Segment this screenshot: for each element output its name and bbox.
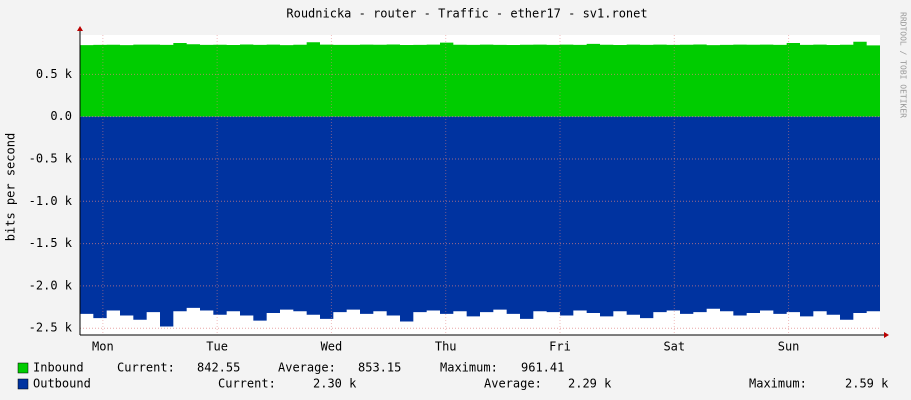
- legend-stat: 2.30 k: [313, 377, 357, 391]
- x-tick-label: Thu: [435, 340, 457, 354]
- legend-label: Outbound: [33, 377, 91, 391]
- legend-stat: Average:: [278, 361, 336, 375]
- x-tick-label: Tue: [206, 340, 228, 354]
- legend-stat: Current:: [218, 377, 276, 391]
- legend-label: Inbound: [33, 361, 84, 375]
- y-tick-label: -1.5 k: [29, 236, 73, 250]
- x-tick-label: Sat: [663, 340, 685, 354]
- legend-stat: Maximum:: [749, 377, 807, 391]
- legend-stat: Average:: [484, 377, 542, 391]
- y-tick-label: -2.0 k: [29, 278, 73, 292]
- y-tick-label: -1.0 k: [29, 194, 73, 208]
- legend-stat: 2.59 k: [845, 377, 889, 391]
- legend-stat: Maximum:: [440, 361, 498, 375]
- chart-title: Roudnicka - router - Traffic - ether17 -…: [286, 7, 647, 21]
- legend-stat: 853.15: [358, 361, 401, 375]
- side-label: RRDTOOL / TOBI OETIKER: [899, 12, 908, 118]
- y-tick-label: 0.0: [50, 109, 72, 123]
- legend-stat: 2.29 k: [568, 377, 612, 391]
- legend-swatch: [17, 378, 29, 390]
- y-axis-label: bits per second: [4, 133, 18, 241]
- legend-stat: Current:: [117, 361, 175, 375]
- legend-stat: 961.41: [521, 361, 564, 375]
- x-tick-label: Fri: [549, 340, 571, 354]
- y-tick-label: -0.5 k: [29, 151, 73, 165]
- area: [80, 41, 880, 117]
- area: [80, 116, 880, 327]
- y-tick-label: -2.5 k: [29, 321, 73, 335]
- x-arrow: [884, 332, 889, 338]
- legend-swatch: [17, 362, 29, 374]
- legend-stat: 842.55: [197, 361, 240, 375]
- x-tick-label: Sun: [778, 340, 800, 354]
- x-tick-label: Wed: [321, 340, 343, 354]
- x-tick-label: Mon: [92, 340, 114, 354]
- y-tick-label: 0.5 k: [36, 67, 73, 81]
- y-arrow: [77, 26, 83, 31]
